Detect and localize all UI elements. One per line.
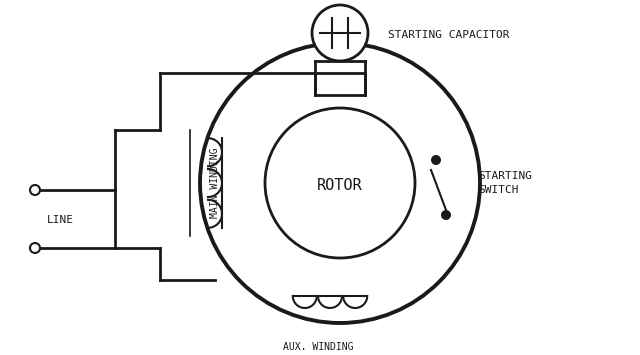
Circle shape bbox=[441, 210, 451, 220]
Circle shape bbox=[431, 155, 441, 165]
Text: MAIN WINDING: MAIN WINDING bbox=[210, 148, 220, 218]
Text: ROTOR: ROTOR bbox=[317, 178, 363, 192]
Circle shape bbox=[312, 5, 368, 61]
Text: STARTING
SWITCH: STARTING SWITCH bbox=[478, 171, 532, 195]
Text: STARTING CAPACITOR: STARTING CAPACITOR bbox=[388, 30, 509, 40]
Text: LINE: LINE bbox=[47, 215, 74, 225]
Text: AUX. WINDING: AUX. WINDING bbox=[283, 342, 353, 352]
